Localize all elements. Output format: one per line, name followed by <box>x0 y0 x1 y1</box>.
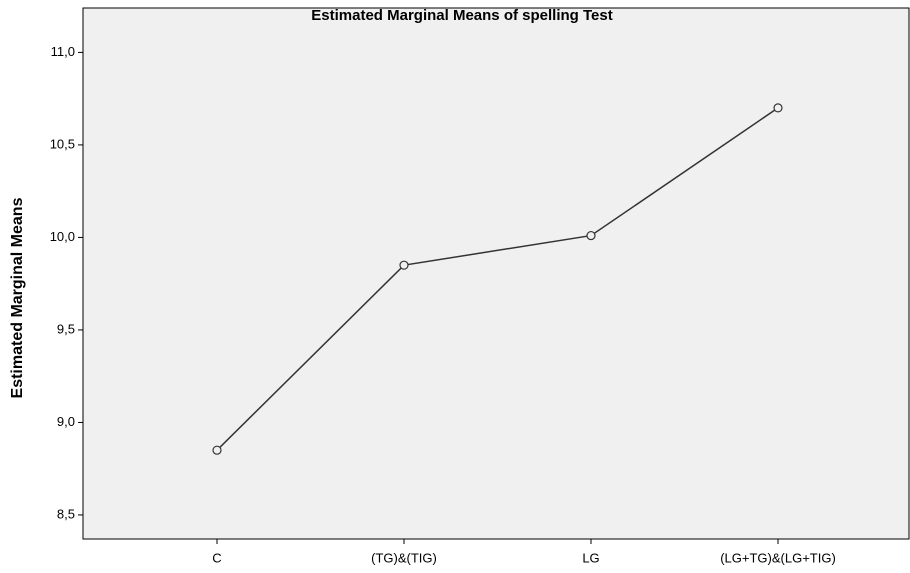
x-tick-label: (TG)&(TIG) <box>371 550 437 565</box>
point <box>773 103 783 113</box>
x-tick-label: C <box>212 550 221 565</box>
x-tick-label: LG <box>582 550 599 565</box>
x-tick-label: (LG+TG)&(LG+TIG) <box>720 550 836 565</box>
y-axis-label: Estimated Marginal Means <box>9 197 26 398</box>
line <box>216 107 779 451</box>
y-tick-label: 9,5 <box>57 321 75 336</box>
y-tick-label: 9,0 <box>57 414 75 429</box>
plot-area <box>82 7 910 540</box>
y-tick-label: 10,0 <box>50 229 75 244</box>
point <box>399 260 409 270</box>
y-tick-label: 10,5 <box>50 136 75 151</box>
chart-title: Estimated Marginal Means of spelling Tes… <box>311 7 612 24</box>
y-tick-label: 8,5 <box>57 506 75 521</box>
point <box>212 445 222 455</box>
y-tick-label: 11,0 <box>51 44 75 59</box>
point <box>586 230 596 241</box>
